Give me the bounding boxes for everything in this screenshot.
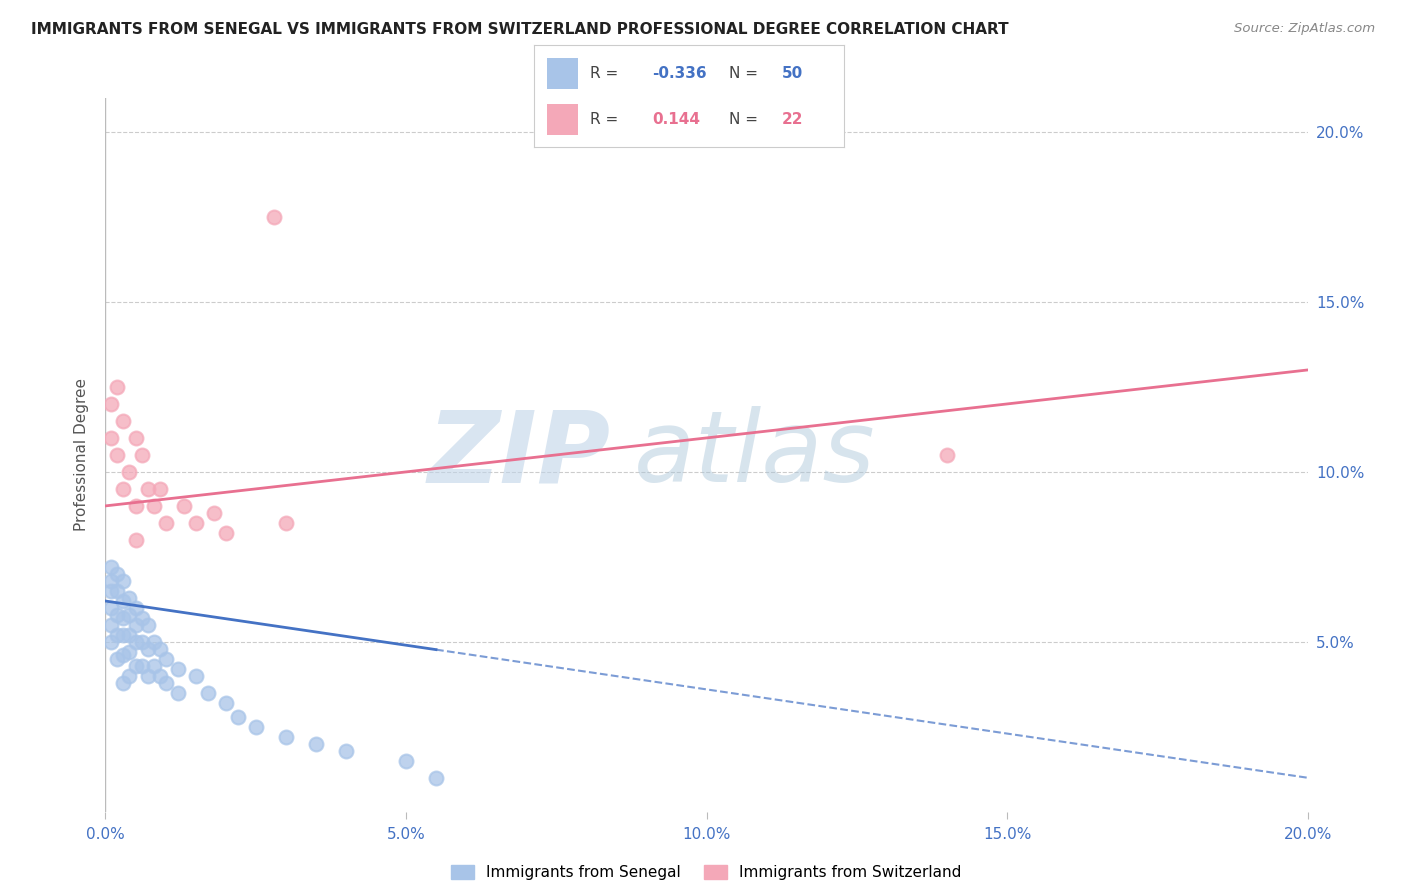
Point — [148, 482, 170, 496]
Point — [184, 669, 207, 683]
Point — [107, 652, 129, 666]
Point — [112, 611, 135, 625]
Point — [136, 482, 159, 496]
Point — [118, 669, 141, 683]
Point — [118, 591, 141, 605]
Text: 0.144: 0.144 — [652, 112, 700, 127]
Text: R =: R = — [591, 112, 623, 127]
Point — [148, 669, 170, 683]
Point — [100, 560, 122, 574]
Point — [263, 210, 285, 224]
Point — [124, 600, 146, 615]
Point — [305, 737, 328, 751]
Text: R =: R = — [591, 66, 623, 81]
Point — [112, 574, 135, 588]
Point — [245, 720, 267, 734]
Point — [100, 583, 122, 598]
Point — [107, 380, 129, 394]
Point — [112, 482, 135, 496]
Point — [214, 696, 236, 710]
Point — [100, 617, 122, 632]
Point — [936, 448, 959, 462]
Point — [131, 658, 153, 673]
Text: atlas: atlas — [634, 407, 876, 503]
Point — [118, 645, 141, 659]
Point — [142, 499, 165, 513]
Point — [166, 662, 188, 676]
Point — [107, 448, 129, 462]
Point — [155, 675, 177, 690]
Point — [425, 771, 447, 785]
Point — [112, 648, 135, 663]
Point — [107, 583, 129, 598]
Point — [395, 754, 418, 768]
Point — [155, 652, 177, 666]
Text: 50: 50 — [782, 66, 803, 81]
Point — [136, 641, 159, 656]
Point — [124, 533, 146, 547]
Bar — [547, 58, 578, 88]
Point — [155, 516, 177, 530]
Point — [112, 675, 135, 690]
Point — [202, 506, 225, 520]
Point — [184, 516, 207, 530]
Y-axis label: Professional Degree: Professional Degree — [75, 378, 90, 532]
Point — [131, 448, 153, 462]
Text: N =: N = — [730, 112, 763, 127]
Point — [118, 465, 141, 479]
Point — [107, 607, 129, 622]
Point — [173, 499, 195, 513]
Point — [107, 566, 129, 581]
Point — [226, 709, 249, 723]
Point — [142, 658, 165, 673]
Legend: Immigrants from Senegal, Immigrants from Switzerland: Immigrants from Senegal, Immigrants from… — [446, 859, 967, 886]
Point — [142, 635, 165, 649]
Point — [100, 431, 122, 445]
Point — [136, 617, 159, 632]
Point — [166, 686, 188, 700]
Point — [100, 397, 122, 411]
Point — [274, 730, 297, 744]
Bar — [547, 104, 578, 135]
Point — [214, 526, 236, 541]
Text: -0.336: -0.336 — [652, 66, 706, 81]
Point — [131, 611, 153, 625]
Point — [112, 414, 135, 428]
Point — [118, 607, 141, 622]
Point — [124, 499, 146, 513]
Point — [100, 600, 122, 615]
Point — [100, 574, 122, 588]
Point — [112, 594, 135, 608]
Point — [274, 516, 297, 530]
Point — [335, 743, 357, 757]
Point — [107, 628, 129, 642]
Point — [118, 628, 141, 642]
Point — [100, 635, 122, 649]
Text: IMMIGRANTS FROM SENEGAL VS IMMIGRANTS FROM SWITZERLAND PROFESSIONAL DEGREE CORRE: IMMIGRANTS FROM SENEGAL VS IMMIGRANTS FR… — [31, 22, 1008, 37]
Point — [197, 686, 219, 700]
Point — [131, 635, 153, 649]
Point — [124, 635, 146, 649]
Point — [124, 431, 146, 445]
Point — [148, 641, 170, 656]
Point — [124, 658, 146, 673]
Text: 22: 22 — [782, 112, 803, 127]
Point — [136, 669, 159, 683]
Text: ZIP: ZIP — [427, 407, 610, 503]
Text: Source: ZipAtlas.com: Source: ZipAtlas.com — [1234, 22, 1375, 36]
Text: N =: N = — [730, 66, 763, 81]
Point — [124, 617, 146, 632]
Point — [112, 628, 135, 642]
